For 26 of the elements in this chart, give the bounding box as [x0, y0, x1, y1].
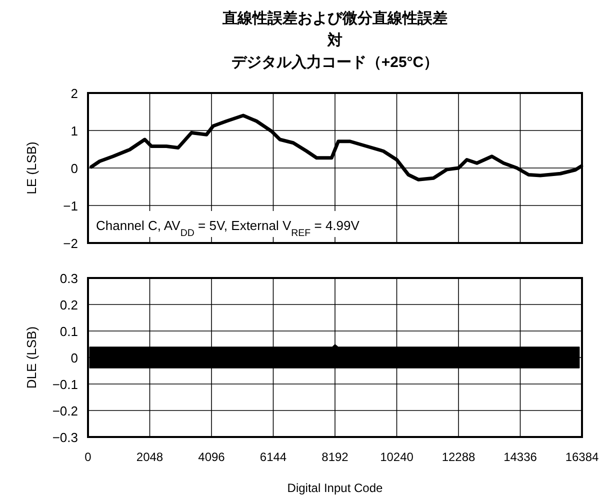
- y-tick-label: 2: [70, 86, 78, 101]
- y-tick-label: 1: [70, 124, 78, 138]
- y-tick-label: 0.2: [60, 298, 78, 312]
- y-tick-label: −1: [63, 198, 78, 214]
- x-tick-label: 4096: [198, 450, 226, 464]
- y-tick-label: −0.3: [52, 430, 78, 445]
- y-tick-label: −0.2: [52, 404, 78, 418]
- y-axis-title: DLE (LSB): [24, 326, 39, 389]
- chart-title: 直線性誤差および微分直線性誤差対デジタル入力コード（+25°C）: [222, 10, 448, 71]
- y-tick-label: 0.3: [60, 271, 78, 286]
- x-tick-label: 8192: [322, 450, 349, 464]
- y-tick-label: 0: [70, 350, 78, 366]
- x-tick-label: 16384: [565, 450, 600, 464]
- y-tick-label: −0.1: [52, 377, 78, 392]
- y-tick-label: −2: [63, 236, 78, 251]
- x-axis-title: Digital Input Code: [287, 481, 384, 495]
- y-tick-label: 0: [70, 161, 78, 176]
- x-tick-label: 6144: [260, 450, 287, 464]
- x-tick-label: 10240: [380, 450, 414, 464]
- y-axis-title: LE (LSB): [24, 142, 39, 194]
- x-tick-label: 2048: [136, 450, 164, 464]
- annotation: Channel C, AV$_{DD}$ = 5V, External V$_{REF}$ = 4.99V: [96, 218, 360, 238]
- x-tick-label: 14336: [504, 450, 538, 464]
- y-tick-label: 0.1: [60, 324, 78, 339]
- x-tick-label: 0: [84, 450, 92, 464]
- x-tick-label: 12288: [442, 450, 476, 464]
